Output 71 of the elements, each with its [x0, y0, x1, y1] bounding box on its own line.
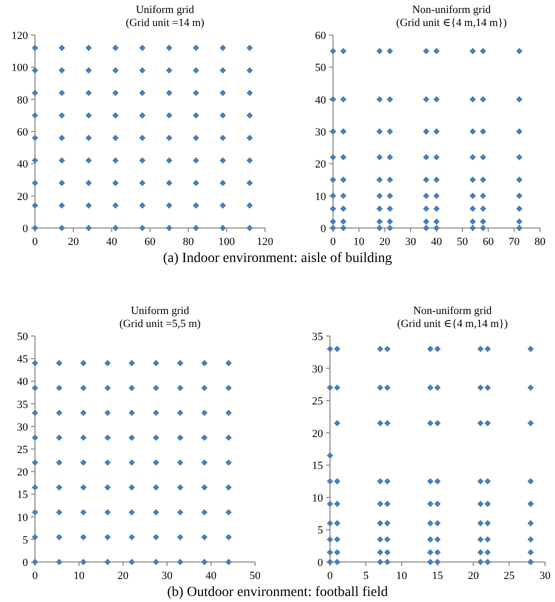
x-tick-label: 0: [32, 236, 38, 248]
x-tick-label: 20: [379, 236, 391, 248]
x-tick-label: 30: [540, 570, 551, 582]
y-tick-label: 40: [17, 376, 28, 388]
x-tick-label: 120: [256, 236, 274, 248]
x-tick-label: 40: [206, 570, 217, 582]
y-tick-label: 25: [17, 444, 28, 456]
y-tick-label: 100: [12, 62, 28, 74]
x-tick-label: 60: [144, 236, 156, 248]
y-tick-label: 45: [17, 354, 28, 366]
y-tick-label: 0: [318, 557, 324, 569]
chart-subtitle: (Grid unit ∈{4 m,14 m}): [396, 17, 508, 29]
y-tick-label: 15: [312, 460, 324, 472]
y-tick-label: 50: [17, 331, 28, 343]
x-tick-label: 20: [68, 236, 80, 248]
x-tick-label: 70: [508, 236, 520, 248]
x-tick-label: 50: [456, 236, 468, 248]
y-tick-label: 10: [312, 492, 324, 504]
y-tick-label: 35: [312, 331, 324, 343]
y-tick-label: 30: [312, 363, 324, 376]
text: (b) Outdoor environment: football field: [167, 585, 388, 600]
chart-subtitle: (Grid unit ∈{4 m,14 m}): [397, 318, 508, 330]
x-tick-label: 25: [504, 570, 516, 582]
x-tick-label: 10: [74, 570, 85, 582]
chart-title: Uniform grid: [136, 4, 195, 16]
y-tick-label: 120: [12, 30, 28, 42]
x-tick-label: 15: [432, 570, 444, 582]
x-tick-label: 100: [218, 236, 236, 248]
y-tick-label: 5: [318, 524, 324, 537]
y-tick-label: 20: [17, 466, 28, 479]
y-tick-label: 40: [315, 94, 326, 106]
x-tick-label: 40: [431, 236, 442, 248]
y-tick-label: 25: [312, 396, 324, 408]
x-tick-label: 0: [330, 236, 336, 248]
y-tick-label: 60: [17, 126, 28, 138]
chart-subtitle: (Grid unit =14 m): [126, 17, 205, 29]
x-tick-label: 40: [106, 236, 118, 248]
x-tick-label: 10: [396, 570, 408, 582]
x-tick-label: 20: [118, 570, 129, 582]
x-tick-label: 30: [162, 570, 173, 582]
y-tick-label: 80: [17, 94, 28, 106]
y-tick-label: 5: [22, 534, 28, 546]
y-tick-label: 30: [17, 421, 28, 434]
y-tick-label: 20: [312, 428, 324, 440]
chart-title: Uniform grid: [130, 305, 190, 317]
x-tick-label: 50: [250, 570, 261, 582]
x-tick-label: 10: [353, 236, 365, 248]
y-tick-label: 15: [17, 489, 28, 502]
x-tick-label: 20: [468, 570, 480, 582]
chart-title: Non-uniform grid: [412, 4, 492, 16]
x-tick-label: 80: [182, 236, 194, 248]
x-tick-label: 0: [32, 570, 38, 582]
y-tick-label: 10: [315, 190, 326, 203]
y-tick-label: 0: [22, 223, 28, 235]
y-tick-label: 30: [315, 126, 326, 138]
x-tick-label: 80: [534, 236, 546, 248]
x-tick-label: 5: [363, 570, 370, 582]
y-tick-label: 50: [315, 62, 326, 74]
y-tick-label: 0: [22, 557, 28, 569]
chart-subtitle: (Grid unit =5,5 m): [119, 318, 202, 330]
x-tick-label: 30: [405, 236, 417, 248]
y-tick-label: 0: [320, 223, 326, 235]
y-tick-label: 20: [315, 158, 326, 171]
y-tick-label: 40: [17, 158, 28, 171]
chart-title: Non-uniform grid: [413, 305, 492, 317]
y-tick-label: 35: [17, 398, 28, 411]
y-tick-label: 20: [17, 190, 28, 203]
y-tick-label: 10: [17, 512, 28, 524]
text: (a) Indoor environment: aisle of building: [163, 251, 392, 266]
x-tick-label: 60: [482, 236, 494, 248]
y-tick-label: 60: [315, 30, 326, 42]
